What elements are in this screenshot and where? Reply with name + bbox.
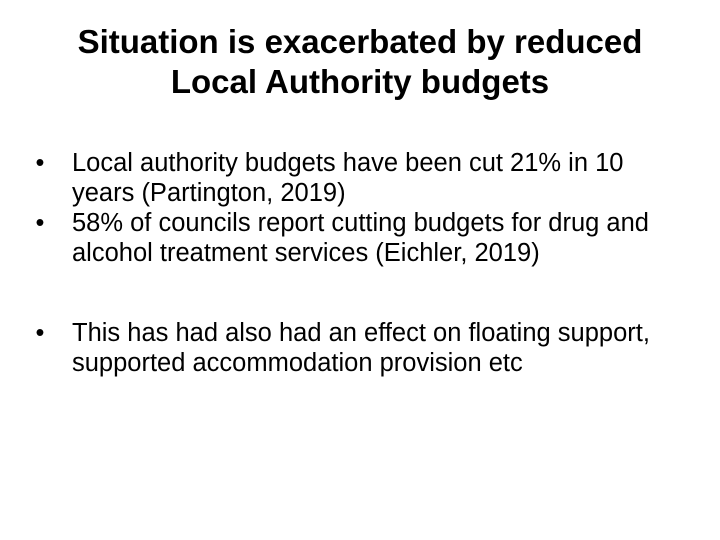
bullet-list: • Local authority budgets have been cut … (28, 148, 678, 378)
bullet-item: • Local authority budgets have been cut … (28, 148, 678, 208)
bullet-text: This has had also had an effect on float… (72, 319, 650, 377)
bullet-text: Local authority budgets have been cut 21… (72, 149, 624, 207)
bullet-text: 58% of councils report cutting budgets f… (72, 209, 649, 267)
title-line: Local Authority budgets (170, 63, 550, 100)
bullet-icon: • (35, 319, 45, 347)
title-line: Situation is exacerbated by reduced (77, 23, 643, 60)
bullet-item: • This has had also had an effect on flo… (28, 318, 678, 378)
slide-title: Situation is exacerbated by reduced Loca… (36, 22, 684, 102)
bullet-icon: • (35, 209, 45, 237)
bullet-icon: • (35, 149, 45, 177)
bullet-item: • 58% of councils report cutting budgets… (28, 208, 678, 268)
